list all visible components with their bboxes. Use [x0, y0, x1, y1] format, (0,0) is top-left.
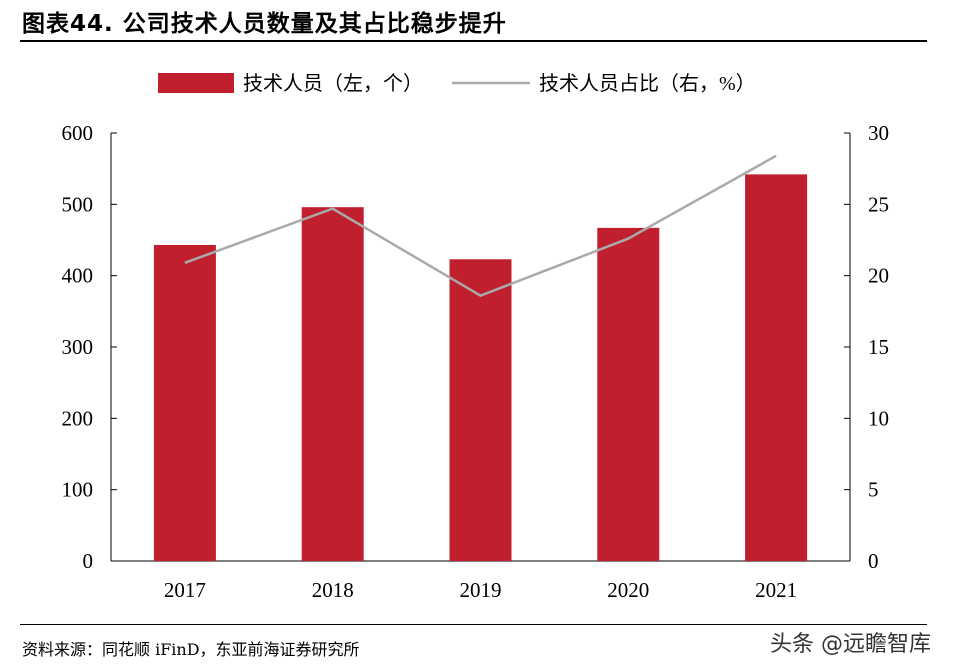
y-tick-label-right: 20	[868, 264, 889, 288]
legend-label-line: 技术人员占比（右，%）	[539, 72, 756, 95]
x-tick-label: 2019	[460, 578, 502, 602]
x-tick-label: 2017	[164, 578, 206, 602]
title-divider	[20, 40, 927, 42]
y-tick-label-left: 0	[83, 549, 94, 573]
y-tick-label-right: 25	[868, 192, 889, 216]
y-tick-label-right: 5	[868, 478, 879, 502]
y-tick-label-left: 100	[62, 478, 94, 502]
y-tick-label-left: 200	[62, 406, 94, 430]
source-note: 资料来源：同花顺 iFinD，东亚前海证券研究所	[22, 640, 360, 659]
footer-divider	[20, 624, 927, 625]
y-tick-label-right: 10	[868, 406, 889, 430]
y-tick-label-right: 0	[868, 549, 879, 573]
y-tick-label-right: 30	[868, 121, 889, 145]
x-tick-label: 2020	[607, 578, 649, 602]
bar	[153, 244, 216, 561]
y-tick-label-right: 15	[868, 335, 889, 359]
y-tick-label-left: 300	[62, 335, 94, 359]
x-tick-label: 2021	[755, 578, 797, 602]
bar	[745, 174, 808, 561]
watermark: 头条 @远瞻智库	[770, 632, 931, 657]
y-tick-label-left: 500	[62, 192, 94, 216]
legend-swatch-bar	[158, 73, 234, 93]
legend-label-bar: 技术人员（左，个）	[243, 72, 423, 95]
y-tick-label-left: 400	[62, 264, 94, 288]
bar	[301, 207, 364, 562]
page-title: 图表44. 公司技术人员数量及其占比稳步提升	[22, 11, 507, 37]
y-tick-label-left: 600	[62, 121, 94, 145]
bar	[597, 227, 660, 561]
x-tick-label: 2018	[312, 578, 354, 602]
bar	[449, 259, 512, 561]
series-line	[184, 154, 777, 298]
